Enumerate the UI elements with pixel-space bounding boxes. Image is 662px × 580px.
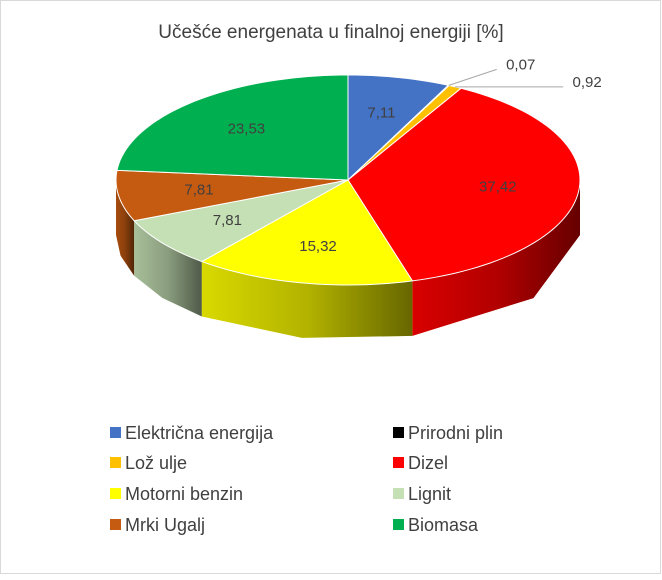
data-label: 7,81: [184, 181, 213, 198]
legend-label: Lož ulje: [125, 453, 187, 473]
legend-swatch: [393, 427, 404, 438]
legend-swatch: [393, 519, 404, 530]
slice: [116, 74, 349, 181]
data-label: 0,07: [506, 56, 535, 73]
slice: [200, 179, 414, 286]
slice-side-shade: [134, 220, 202, 317]
legend-swatch: [110, 488, 121, 499]
legend-label: Dizel: [408, 453, 448, 473]
legend-label: Prirodni plin: [408, 423, 503, 443]
data-label: 7,11: [367, 104, 395, 121]
legend: Električna energija Prirodni plin Lož ulje…: [110, 423, 503, 535]
chart-title: Učešće energenata u finalnoj energiji [%…: [158, 22, 503, 43]
legend-swatch: [110, 427, 121, 438]
legend-label: Električna energija: [125, 423, 274, 443]
legend-label: Biomasa: [408, 515, 479, 535]
data-label: 7,81: [213, 212, 242, 229]
legend-label: Mrki Ugalj: [125, 515, 205, 535]
data-label: 23,53: [228, 121, 266, 138]
leader-line: [448, 68, 497, 86]
legend-swatch: [110, 519, 121, 530]
slice-side-shade: [201, 261, 413, 338]
slice-side-shade: [412, 180, 580, 336]
legend-label: Motorni benzin: [125, 484, 243, 504]
legend-swatch: [393, 457, 404, 468]
legend-swatch: [393, 488, 404, 499]
pie: 7,11 0,07 0,92 37,42 15,32 7,817,81 23,53: [115, 56, 602, 338]
slice: [347, 74, 450, 182]
slice-side-shade: [116, 180, 135, 276]
data-label: 15,32: [299, 238, 337, 255]
data-label: 37,42: [479, 179, 517, 196]
data-label: 0,92: [573, 74, 602, 91]
legend-label: Lignit: [408, 484, 451, 504]
slice: [347, 87, 581, 282]
legend-swatch: [110, 457, 121, 468]
slice: [115, 169, 349, 222]
slice: [133, 179, 349, 263]
